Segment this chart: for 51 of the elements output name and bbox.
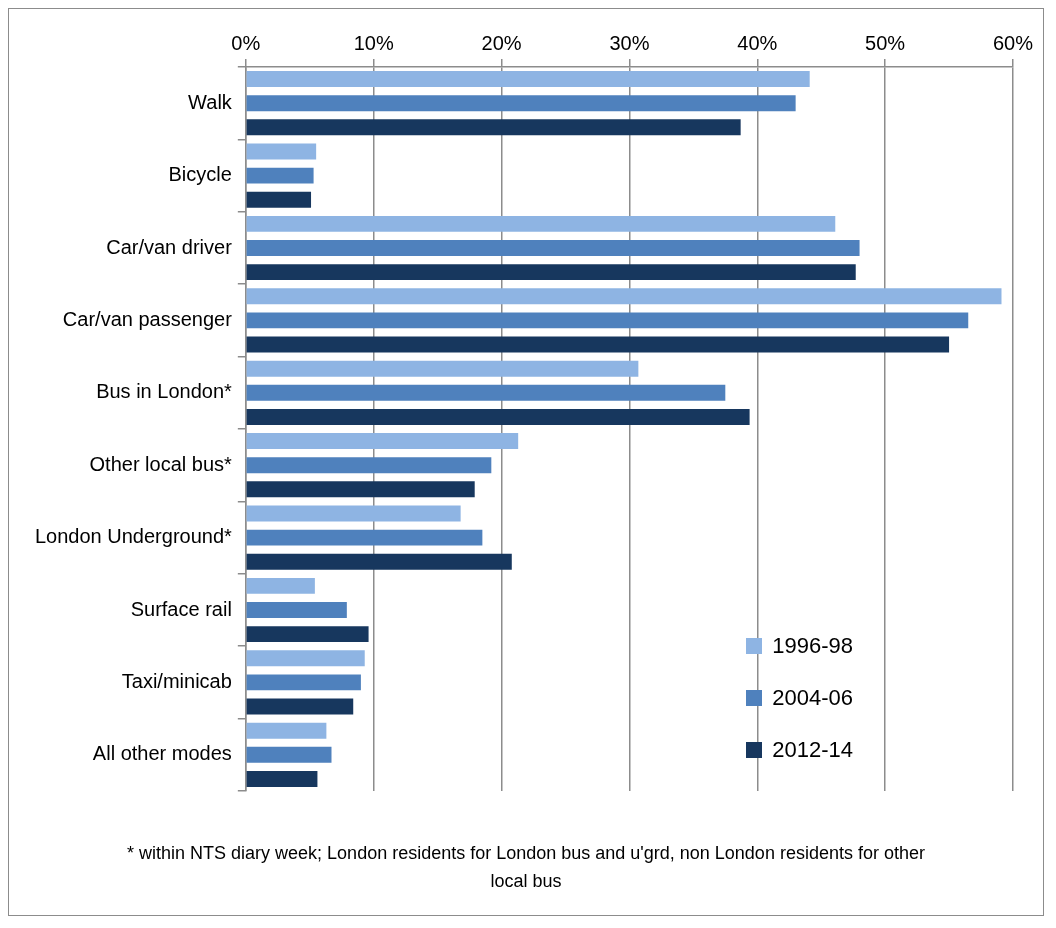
bar: [246, 167, 314, 184]
bar: [246, 119, 741, 136]
y-tick-label: All other modes: [92, 742, 232, 765]
bar: [246, 553, 512, 570]
legend-label: 2004-06: [772, 685, 853, 711]
bar: [246, 215, 836, 232]
bar: [246, 143, 317, 160]
bar: [246, 433, 519, 450]
y-tick-label: Taxi/minicab: [121, 669, 232, 692]
bar: [246, 71, 810, 88]
x-tick-label: 50%: [865, 31, 906, 54]
y-tick-label: Surface rail: [130, 597, 232, 620]
y-tick-label: London Underground*: [35, 525, 233, 548]
x-tick-label: 20%: [481, 31, 522, 54]
x-tick-label: 0%: [231, 31, 261, 54]
bar: [246, 698, 354, 715]
bar: [246, 529, 483, 546]
y-tick-label: Other local bus*: [89, 452, 233, 475]
y-tick-label: Car/van driver: [106, 235, 233, 258]
bar: [246, 577, 315, 594]
y-tick-label: Bus in London*: [96, 380, 233, 403]
y-tick-label: Car/van passenger: [62, 307, 233, 330]
x-tick-label: 40%: [737, 31, 778, 54]
bar: [246, 288, 1002, 305]
legend-label: 1996-98: [772, 633, 853, 659]
bar: [246, 457, 492, 474]
bar: [246, 770, 318, 787]
bar: [246, 95, 796, 112]
text: * within NTS diary week; London residents for London bus and u'grd, non London residents for other local bus: [126, 842, 926, 893]
bar: [246, 650, 365, 667]
bar: [246, 384, 726, 401]
bar: [246, 336, 950, 353]
x-tick-label: 60%: [992, 31, 1034, 54]
bar: [246, 408, 750, 425]
legend-label: 2012-14: [772, 737, 853, 763]
bar: [246, 746, 332, 763]
bar: [246, 264, 856, 281]
bar: [246, 674, 361, 691]
bar: [246, 722, 327, 739]
bar: [246, 240, 860, 256]
bar: [246, 481, 475, 498]
bar: [246, 312, 969, 329]
bar: [246, 191, 312, 208]
y-tick-label: Walk: [188, 90, 233, 113]
bar: [246, 360, 639, 377]
bar: [246, 626, 369, 643]
x-tick-label: 10%: [353, 31, 394, 54]
bar: [246, 505, 461, 522]
y-tick-label: Bicycle: [168, 163, 232, 186]
bar: [246, 602, 347, 618]
x-tick-label: 30%: [609, 31, 650, 54]
